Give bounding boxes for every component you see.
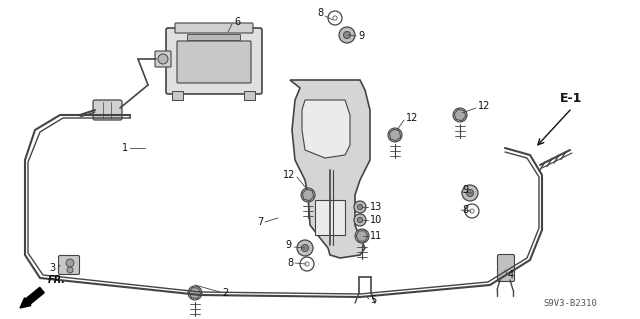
FancyBboxPatch shape: [173, 92, 184, 100]
Text: 3: 3: [49, 263, 55, 273]
Circle shape: [354, 201, 366, 213]
Text: 2: 2: [222, 288, 228, 298]
Text: 8: 8: [317, 8, 323, 18]
Circle shape: [301, 188, 315, 202]
FancyBboxPatch shape: [497, 255, 515, 281]
FancyBboxPatch shape: [175, 23, 253, 33]
Text: 9: 9: [358, 31, 364, 41]
Text: FR.: FR.: [48, 275, 66, 285]
Polygon shape: [290, 80, 370, 258]
Polygon shape: [302, 100, 350, 158]
FancyBboxPatch shape: [177, 41, 251, 83]
Polygon shape: [454, 109, 466, 121]
Text: 4: 4: [508, 270, 514, 280]
Text: 12: 12: [283, 170, 295, 180]
Text: 9: 9: [286, 240, 292, 250]
Text: E-1: E-1: [560, 92, 582, 105]
Circle shape: [339, 27, 355, 43]
Circle shape: [301, 244, 308, 252]
Text: 10: 10: [370, 215, 382, 225]
Circle shape: [354, 214, 366, 226]
Polygon shape: [356, 231, 368, 241]
FancyArrow shape: [20, 287, 44, 308]
Circle shape: [67, 267, 73, 273]
Circle shape: [158, 54, 168, 64]
Text: 5: 5: [370, 295, 376, 305]
Polygon shape: [315, 200, 345, 235]
FancyBboxPatch shape: [166, 28, 262, 94]
Text: 12: 12: [406, 113, 419, 123]
Circle shape: [467, 189, 474, 197]
Circle shape: [462, 185, 478, 201]
Text: S9V3-B2310: S9V3-B2310: [543, 299, 597, 308]
Circle shape: [357, 217, 363, 223]
Text: 13: 13: [370, 202, 382, 212]
Circle shape: [388, 128, 402, 142]
Text: 8: 8: [287, 258, 293, 268]
Polygon shape: [302, 189, 314, 201]
Circle shape: [453, 108, 467, 122]
Text: 9: 9: [462, 185, 468, 195]
Polygon shape: [389, 129, 401, 141]
FancyBboxPatch shape: [244, 92, 255, 100]
Circle shape: [344, 31, 351, 39]
Text: 12: 12: [478, 101, 490, 111]
Text: 7: 7: [257, 217, 263, 227]
Circle shape: [297, 240, 313, 256]
Text: 11: 11: [370, 231, 382, 241]
FancyBboxPatch shape: [58, 256, 79, 275]
Circle shape: [188, 286, 202, 300]
FancyBboxPatch shape: [155, 51, 171, 67]
Text: 8: 8: [462, 205, 468, 215]
Circle shape: [355, 229, 369, 243]
FancyBboxPatch shape: [188, 34, 241, 41]
FancyBboxPatch shape: [93, 100, 122, 120]
Text: 1: 1: [122, 143, 128, 153]
Circle shape: [357, 204, 363, 210]
Circle shape: [66, 259, 74, 267]
Polygon shape: [189, 288, 201, 298]
Text: 6: 6: [234, 17, 240, 27]
